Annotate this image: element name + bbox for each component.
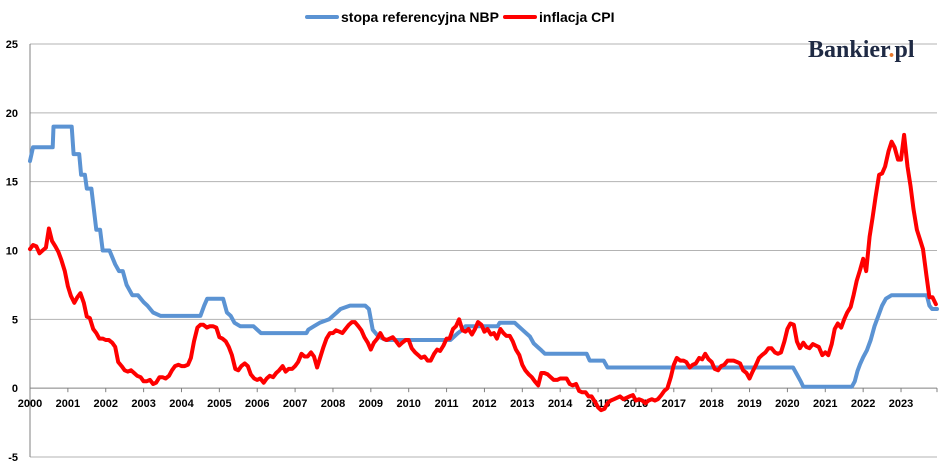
brand-tld: pl	[894, 37, 914, 63]
series-line-cpi	[28, 132, 938, 413]
legend: stopa referencyjna NBP inflacja CPI	[305, 9, 614, 25]
x-tick-label: 2021	[813, 398, 837, 410]
legend-entry-cpi: inflacja CPI	[503, 9, 614, 25]
y-tick-label: -5	[8, 452, 18, 464]
x-tick-label: 2017	[662, 398, 686, 410]
x-tick-label: 2023	[889, 398, 913, 410]
y-tick-label: 15	[6, 177, 18, 189]
x-tick-label: 2002	[93, 398, 117, 410]
y-tick-label: 0	[12, 383, 18, 395]
x-tick-label: 2004	[169, 398, 194, 410]
gridlines	[30, 43, 937, 458]
x-tick-label: 2019	[737, 398, 761, 410]
x-tick-label: 2005	[207, 398, 231, 410]
x-tick-label: 2013	[510, 398, 534, 410]
brand-dot: .	[888, 37, 894, 63]
x-tick-label: 2011	[435, 398, 459, 410]
x-tick-label: 2012	[472, 398, 496, 410]
x-tick-label: 2010	[396, 398, 420, 410]
x-tick-labels: 2000 2001 2002 2003 2004 2005 2006 2007 2008 2009…	[18, 398, 914, 410]
brand-logo: Bankier.pl	[808, 37, 915, 63]
x-tick-label: 2007	[283, 398, 307, 410]
x-tick-label: 2000	[18, 398, 42, 410]
y-tick-label: 5	[12, 314, 18, 326]
x-tick-label: 2003	[131, 398, 155, 410]
y-tick-label: 20	[6, 108, 18, 120]
x-tick-label: 2020	[775, 398, 799, 410]
x-tick-label: 2018	[699, 398, 723, 410]
legend-label-cpi: inflacja CPI	[539, 9, 614, 25]
brand-name: Bankier	[808, 37, 891, 63]
x-tick-label: 2001	[56, 398, 80, 410]
x-tick-label: 2009	[359, 398, 383, 410]
legend-entry-nbp: stopa referencyjna NBP	[305, 9, 499, 25]
y-tick-labels: -5 0 5 10 15 20 25	[6, 39, 18, 464]
brand-logo-text: Bankier.pl	[808, 37, 915, 63]
y-tick-label: 25	[6, 39, 18, 51]
x-tick-label: 2022	[851, 398, 875, 410]
y-tick-label: 10	[6, 246, 18, 258]
legend-label-nbp: stopa referencyjna NBP	[341, 9, 499, 25]
x-tick-label: 2006	[245, 398, 269, 410]
series-line-nbp	[28, 124, 939, 389]
series-lines	[28, 124, 939, 413]
x-tick-label: 2014	[548, 398, 573, 410]
x-tick-label: 2008	[321, 398, 345, 410]
